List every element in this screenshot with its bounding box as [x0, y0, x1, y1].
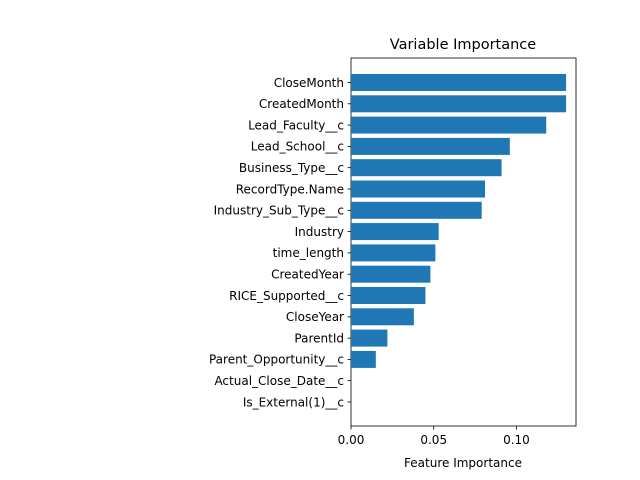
bar-1 [351, 95, 567, 113]
bar-7 [351, 223, 439, 241]
bar-12 [351, 329, 388, 347]
y-tick-label: Actual_Close_Date__c [214, 374, 344, 388]
y-tick-label: Parent_Opportunity__c [209, 353, 344, 367]
y-tick-label: Business_Type__c [239, 161, 344, 175]
bar-4 [351, 159, 502, 177]
bar-2 [351, 116, 547, 134]
y-tick-label: time_length [273, 246, 344, 260]
y-tick-label: RecordType.Name [236, 182, 344, 196]
bar-6 [351, 201, 482, 219]
bar-9 [351, 265, 431, 283]
y-tick-label: Is_External(1)__c [243, 395, 344, 409]
bar-10 [351, 287, 426, 304]
y-tick-label: RICE_Supported__c [229, 289, 344, 303]
bar-5 [351, 180, 486, 198]
plot-frame [350, 57, 577, 427]
bar-0 [351, 74, 567, 91]
x-tick-label: 0.05 [420, 433, 447, 447]
x-axis-ticks: 0.00 0.05 0.10 [338, 426, 530, 447]
y-axis-ticks: CloseMonth CreatedMonth Lead_Faculty__c Lea… [209, 76, 351, 409]
y-tick-label: ParentId [294, 331, 344, 345]
y-tick-label: Industry_Sub_Type__c [214, 204, 344, 218]
bar-8 [351, 244, 436, 262]
bars-layer [351, 74, 567, 368]
x-axis-label: Feature Importance [404, 456, 522, 470]
y-tick-label: Lead_School__c [251, 140, 344, 154]
plot-area [350, 57, 577, 427]
y-tick-label: CloseMonth [274, 76, 344, 90]
y-tick-label: CloseYear [286, 310, 344, 324]
bar-11 [351, 308, 414, 326]
x-tick-label: 0.10 [503, 433, 530, 447]
y-tick-label: Lead_Faculty__c [248, 118, 344, 132]
x-tick-label: 0.00 [338, 433, 365, 447]
bar-13 [351, 350, 376, 368]
bar-3 [351, 137, 510, 155]
y-tick-label: Industry [295, 225, 344, 239]
y-tick-label: CreatedMonth [259, 97, 344, 111]
chart-title: Variable Importance [390, 37, 536, 53]
y-tick-label: CreatedYear [271, 268, 344, 282]
